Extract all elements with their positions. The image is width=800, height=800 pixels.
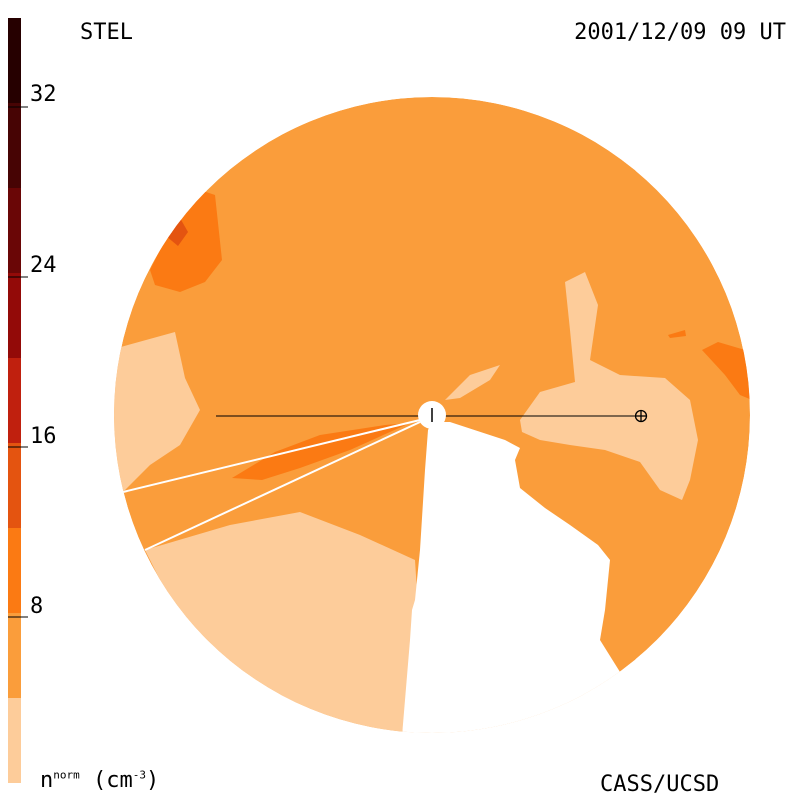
data-gap-wedge (400, 422, 650, 733)
colorbar-band (8, 273, 21, 358)
low-density-region-center (445, 365, 500, 400)
timestamp-label: 2001/12/09 09 UT (574, 20, 786, 45)
colorbar-band (8, 103, 21, 188)
low-density-region-right (520, 272, 698, 500)
instrument-label: STEL (80, 20, 133, 45)
credit-label: CASS/UCSD (600, 772, 720, 797)
colorbar-band (8, 698, 21, 783)
colorbar-band (8, 188, 21, 273)
earth-marker-icon (634, 409, 648, 423)
streak-line-1 (122, 419, 421, 493)
low-density-region-left (114, 332, 200, 500)
colorbar-band (8, 358, 21, 443)
high-density-region-right-edge (702, 342, 750, 400)
colorbar-band (8, 18, 21, 103)
colorbar-tick-label: 8 (30, 594, 44, 619)
colorbar-tick-label: 16 (30, 424, 57, 449)
high-density-region-right-speck (668, 330, 686, 338)
colorbar-band (8, 613, 21, 698)
colorbar-tick-label: 32 (30, 82, 57, 107)
high-density-region-streak (232, 423, 410, 480)
colorbar-band (8, 443, 21, 528)
peak-density-region-upper-left (166, 218, 188, 246)
quantity-label: nnorm (cm-3) (40, 768, 160, 793)
high-density-region-upper-left (150, 190, 222, 292)
density-disk (114, 97, 750, 733)
colorbar-band (8, 528, 21, 613)
streak-line-2 (144, 421, 421, 551)
color-scale-bar (8, 18, 28, 783)
low-density-region-lower-left (145, 512, 420, 733)
colorbar-tick-label: 24 (30, 253, 57, 278)
sun-marker-icon (418, 401, 446, 429)
